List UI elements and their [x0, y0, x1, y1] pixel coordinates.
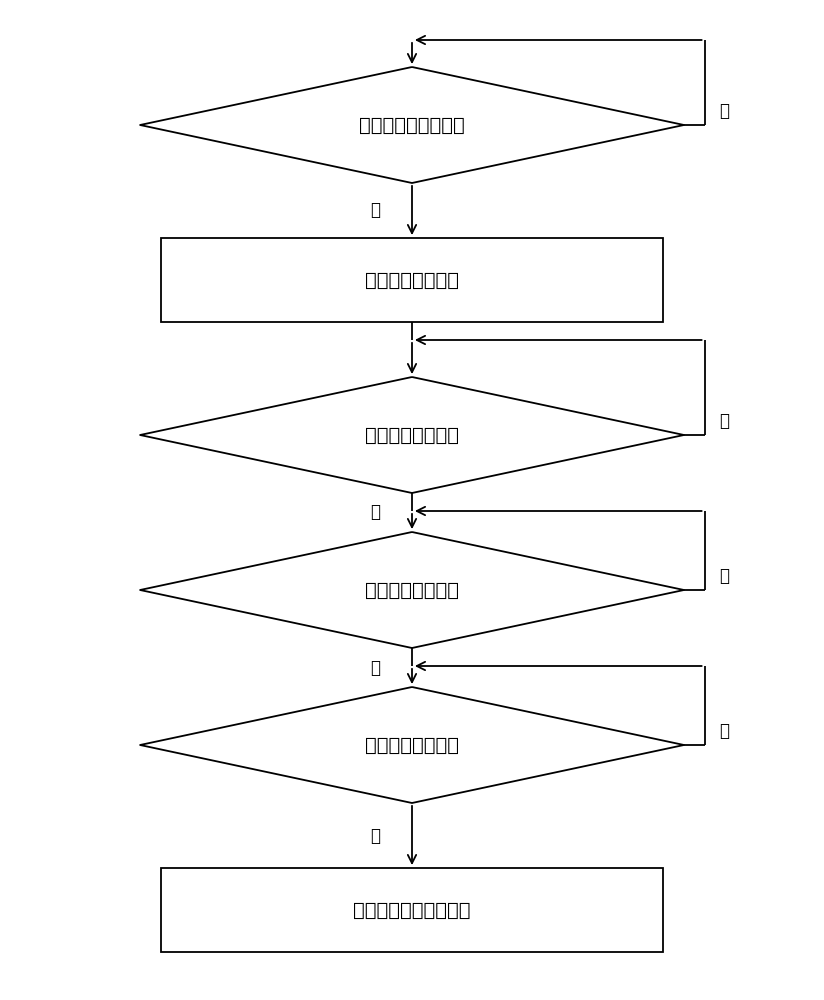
Bar — [161, 238, 663, 322]
Text: 是: 是 — [370, 202, 380, 220]
Text: 平移系统下料完成: 平移系统下料完成 — [365, 580, 459, 599]
Text: 是: 是 — [370, 504, 380, 522]
Text: 否: 否 — [719, 412, 729, 430]
Text: 是: 是 — [370, 658, 380, 676]
Bar — [161, 868, 663, 952]
Text: 倒臂放料装置上有料: 倒臂放料装置上有料 — [359, 115, 465, 134]
Text: 否: 否 — [719, 567, 729, 585]
Text: 否: 否 — [719, 722, 729, 740]
Text: 输送系统接料完成: 输送系统接料完成 — [365, 736, 459, 754]
Text: 由输送系统将鈢管送出: 由输送系统将鈢管送出 — [353, 900, 471, 920]
Text: 分料系统分料完成: 分料系统分料完成 — [365, 426, 459, 444]
Text: 倒臂放料装置放料: 倒臂放料装置放料 — [365, 270, 459, 290]
Text: 是: 是 — [370, 826, 380, 844]
Text: 否: 否 — [719, 102, 729, 120]
